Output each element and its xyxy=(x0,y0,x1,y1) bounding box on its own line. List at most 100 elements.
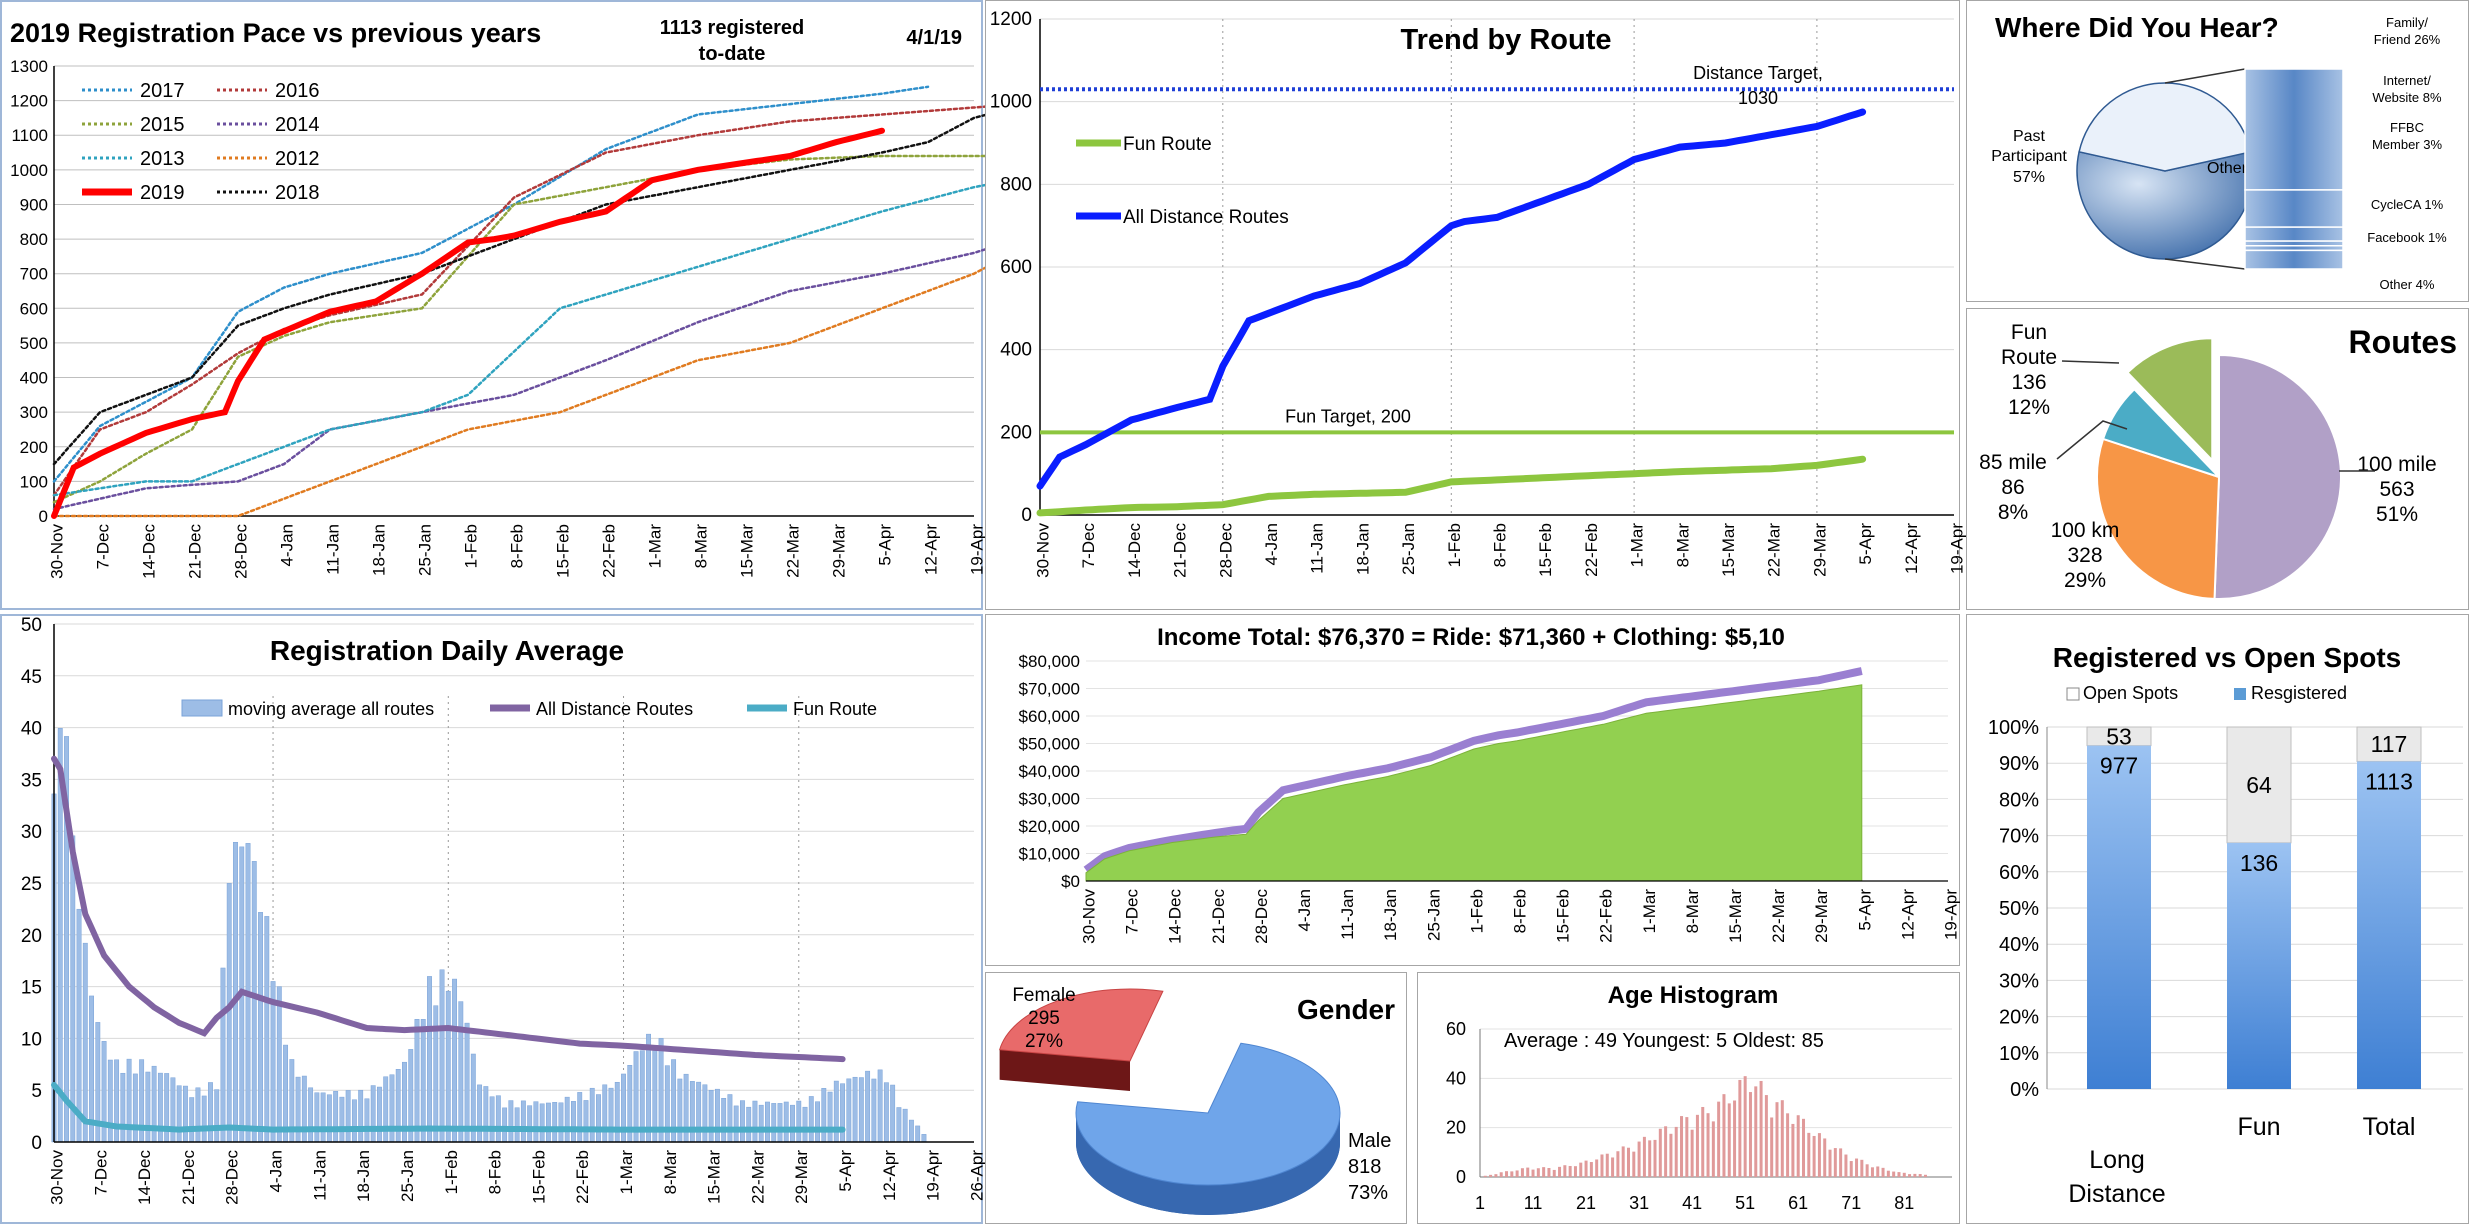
y-tick-label: 50 xyxy=(21,615,42,636)
age-bar xyxy=(1892,1171,1896,1177)
daily-bar xyxy=(533,1101,539,1143)
age-bar xyxy=(1595,1159,1599,1177)
x-tick-label: 51 xyxy=(1735,1193,1755,1213)
age-bar xyxy=(1499,1172,1503,1177)
daily-bar xyxy=(114,1059,120,1143)
age-bar xyxy=(1897,1172,1901,1177)
daily-bar xyxy=(452,978,457,1143)
x-tick-label: 7-Dec xyxy=(1079,523,1098,569)
daily-bar xyxy=(921,1134,927,1143)
daily-bar xyxy=(564,1096,570,1143)
x-tick-label: 8-Feb xyxy=(486,1150,505,1194)
age-bar xyxy=(1770,1117,1774,1177)
daily-bar xyxy=(345,1090,351,1143)
breakdown-label-line1: FFBC xyxy=(2390,120,2424,135)
age-bar xyxy=(1733,1100,1737,1177)
age-bar xyxy=(1870,1167,1874,1177)
y-tick-label: $20,000 xyxy=(1019,817,1080,836)
x-tick-label: 11-Jan xyxy=(1338,889,1357,940)
daily-bar xyxy=(76,908,82,1143)
y-tick-label: 400 xyxy=(20,369,48,388)
x-tick-label: 5-Apr xyxy=(1856,523,1875,565)
x-tick-label: 21-Dec xyxy=(1209,889,1228,944)
daily-bar xyxy=(145,1071,151,1143)
distance-target-value: 1030 xyxy=(1738,88,1778,108)
age-bar xyxy=(1542,1167,1546,1177)
y-tick-label: 800 xyxy=(1000,174,1032,195)
age-bar xyxy=(1796,1115,1800,1177)
daily-bar xyxy=(477,1084,483,1143)
y-tick-label: 40 xyxy=(1446,1068,1466,1088)
y-tick-label: 0% xyxy=(2010,1079,2039,1101)
breakdown-segment xyxy=(2244,249,2344,270)
daily-bar xyxy=(502,1107,508,1143)
series-line-2012 xyxy=(52,196,1173,518)
daily-bar xyxy=(132,1073,138,1143)
series-line-2017 xyxy=(52,85,930,483)
y-tick-label: 40% xyxy=(1999,934,2039,956)
daily-bar xyxy=(865,1070,871,1143)
label-100-km-line1: 100 km xyxy=(2051,519,2120,542)
x-tick-label: 12-Apr xyxy=(921,524,940,575)
x-tick-label: 29-Mar xyxy=(829,524,848,578)
daily-bar xyxy=(846,1078,852,1143)
y-tick-label: 300 xyxy=(20,403,48,422)
daily-bar xyxy=(545,1102,551,1143)
breakdown-segment xyxy=(2244,189,2344,228)
y-tick-label: $40,000 xyxy=(1019,762,1080,781)
age-bar xyxy=(1865,1164,1869,1177)
daily-bar xyxy=(483,1086,489,1143)
daily-bar xyxy=(445,990,451,1143)
label-past-participant-line2: Participant xyxy=(1991,148,2067,165)
y-tick-label: 20% xyxy=(1999,1007,2039,1029)
daily-bar xyxy=(508,1100,514,1143)
x-tick-label: 8-Feb xyxy=(1510,889,1529,933)
legend-label-registered: Resgistered xyxy=(2251,683,2347,703)
legend-label: Fun Route xyxy=(793,699,877,719)
age-bar xyxy=(1526,1167,1530,1177)
breakdown-segment xyxy=(2244,68,2344,191)
y-tick-label: 30% xyxy=(1999,970,2039,992)
y-tick-label: $50,000 xyxy=(1019,735,1080,754)
age-bar xyxy=(1573,1166,1577,1177)
age-bar xyxy=(1881,1167,1885,1177)
age-bar xyxy=(1600,1154,1604,1177)
age-bar xyxy=(1780,1100,1784,1177)
y-tick-label: 400 xyxy=(1000,340,1032,361)
x-tick-label: 11-Jan xyxy=(310,1150,329,1201)
daily-bar xyxy=(714,1088,720,1143)
x-tick-label: 28-Dec xyxy=(1252,889,1271,944)
leader-line xyxy=(2061,360,2120,364)
age-bar xyxy=(1695,1114,1699,1177)
y-tick-label: 1100 xyxy=(11,126,48,145)
open-spots-value: 53 xyxy=(2106,723,2132,749)
age-bar xyxy=(1812,1135,1816,1177)
y-tick-label: 0 xyxy=(39,507,48,526)
breakdown-label-line1: Family/ xyxy=(2386,15,2428,30)
y-tick-label: 30 xyxy=(21,822,42,843)
x-tick-label: 12-Apr xyxy=(1902,523,1921,574)
daily-bar xyxy=(320,1092,326,1143)
legend-label-2019: 2019 xyxy=(140,182,185,204)
connector-line xyxy=(2164,258,2246,270)
age-bar xyxy=(1483,1175,1487,1177)
fun-target-label: Fun Target, 200 xyxy=(1285,406,1411,426)
category-label: Fun xyxy=(2237,1113,2280,1141)
age-bar xyxy=(1558,1166,1562,1177)
registered-bar xyxy=(2227,842,2291,1089)
hear-panel: Where Did You Hear? Past Participant 57% Oth… xyxy=(1966,0,2469,302)
daily-bar xyxy=(877,1069,883,1143)
label-100-mile-line3: 51% xyxy=(2376,503,2418,526)
age-bar xyxy=(1849,1161,1853,1177)
daily-bar xyxy=(765,1101,770,1143)
registered-value: 977 xyxy=(2100,753,2138,779)
x-tick-label: 22-Mar xyxy=(783,524,802,578)
y-tick-label: 0 xyxy=(1021,505,1032,526)
daily-bar xyxy=(70,835,76,1143)
age-bar xyxy=(1616,1151,1620,1177)
age-bar xyxy=(1908,1174,1912,1177)
breakdown-label: CycleCA 1% xyxy=(2371,197,2444,212)
breakdown-label-line2: Website 8% xyxy=(2372,90,2442,105)
x-tick-label: 8-Feb xyxy=(507,524,526,568)
connector-line xyxy=(2164,68,2246,84)
